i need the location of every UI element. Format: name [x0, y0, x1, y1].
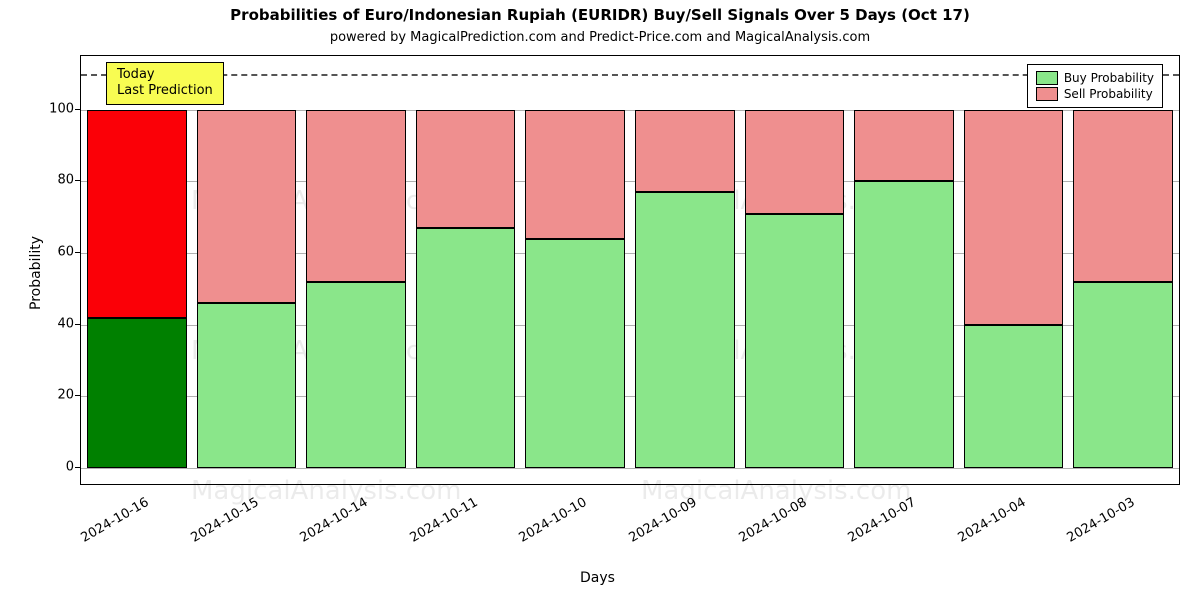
x-tick-label: 2024-10-09 [627, 495, 700, 546]
x-axis-label: Days [580, 570, 615, 586]
x-tick-label: 2024-10-10 [517, 495, 590, 546]
sell-bar [1073, 110, 1173, 282]
buy-bar [306, 282, 406, 468]
bars-group [81, 56, 1179, 484]
annotation-line-1: Today [117, 67, 213, 83]
legend-label: Sell Probability [1064, 87, 1153, 101]
legend: Buy Probability Sell Probability [1027, 64, 1163, 108]
legend-row: Buy Probability [1036, 71, 1154, 85]
sell-bar [964, 110, 1064, 325]
buy-bar [197, 303, 297, 468]
buy-bar [745, 214, 845, 468]
bar-slot [525, 56, 625, 484]
y-tick-label: 100 [44, 101, 74, 116]
chart-subtitle: powered by MagicalPrediction.com and Pre… [0, 30, 1200, 45]
y-tick-mark [75, 467, 80, 468]
buy-bar [525, 239, 625, 468]
sell-bar [416, 110, 516, 228]
y-tick-label: 0 [44, 460, 74, 475]
y-tick-mark [75, 395, 80, 396]
y-tick-mark [75, 180, 80, 181]
buy-bar [87, 318, 187, 469]
bar-slot [635, 56, 735, 484]
bar-slot [87, 56, 187, 484]
y-tick-mark [75, 109, 80, 110]
buy-bar [416, 228, 516, 468]
bar-slot [964, 56, 1064, 484]
sell-bar [306, 110, 406, 282]
legend-swatch [1036, 71, 1058, 85]
x-tick-label: 2024-10-14 [298, 495, 371, 546]
buy-bar [854, 181, 954, 468]
x-tick-label: 2024-10-03 [1065, 495, 1138, 546]
bar-slot [1073, 56, 1173, 484]
bar-slot [854, 56, 954, 484]
annotation-line-2: Last Prediction [117, 83, 213, 99]
y-tick-mark [75, 252, 80, 253]
y-axis-label: Probability [28, 236, 44, 310]
legend-label: Buy Probability [1064, 71, 1154, 85]
y-tick-label: 60 [44, 245, 74, 260]
x-tick-label: 2024-10-07 [846, 495, 919, 546]
buy-bar [1073, 282, 1173, 468]
bar-slot [197, 56, 297, 484]
x-tick-label: 2024-10-11 [408, 495, 481, 546]
bar-slot [306, 56, 406, 484]
x-tick-label: 2024-10-08 [737, 495, 810, 546]
sell-bar [197, 110, 297, 304]
bar-slot [416, 56, 516, 484]
y-tick-mark [75, 324, 80, 325]
buy-bar [635, 192, 735, 468]
chart-container: Probabilities of Euro/Indonesian Rupiah … [0, 0, 1200, 600]
bar-slot [745, 56, 845, 484]
y-tick-label: 40 [44, 316, 74, 331]
sell-bar [87, 110, 187, 318]
legend-swatch [1036, 87, 1058, 101]
sell-bar [635, 110, 735, 192]
x-tick-label: 2024-10-04 [956, 495, 1029, 546]
x-tick-label: 2024-10-15 [189, 495, 262, 546]
y-tick-label: 20 [44, 388, 74, 403]
legend-row: Sell Probability [1036, 87, 1154, 101]
sell-bar [745, 110, 845, 214]
sell-bar [854, 110, 954, 182]
today-annotation: Today Last Prediction [106, 62, 224, 105]
y-tick-label: 80 [44, 173, 74, 188]
x-tick-label: 2024-10-16 [79, 495, 152, 546]
sell-bar [525, 110, 625, 239]
buy-bar [964, 325, 1064, 468]
plot-area: Today Last Prediction Buy Probability Sel… [80, 55, 1180, 485]
chart-title: Probabilities of Euro/Indonesian Rupiah … [0, 6, 1200, 24]
